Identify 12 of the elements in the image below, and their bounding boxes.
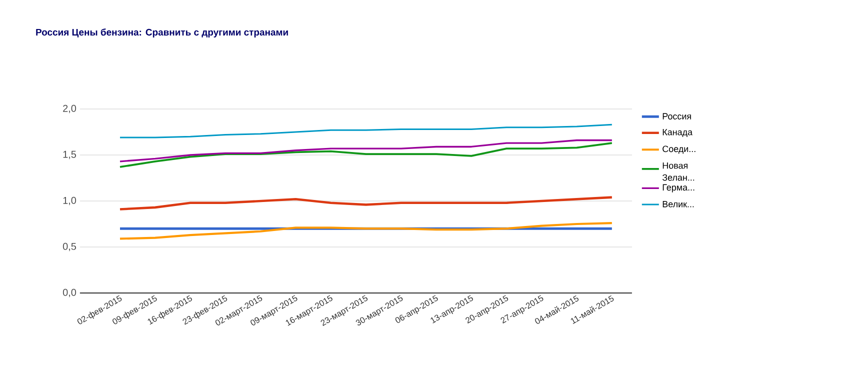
y-tick-label: 1,0 [63,196,76,206]
legend-label: Соеди... [662,146,696,154]
legend-label: Россия [662,113,691,120]
y-tick-label: 2,0 [63,104,76,114]
legend-label: Герма... [662,184,694,192]
y-tick-label: 0,5 [62,242,76,252]
y-tick-label: 1,5 [63,150,76,160]
y-tick-label: 0,0 [62,288,76,298]
legend-label: Велик... [662,201,694,208]
legend-label: Канада [662,129,693,137]
legend-label: Новая Зелан... [662,162,694,181]
chart-title: Россия Цены бензина: Сравнить с другими странами [36,28,288,38]
